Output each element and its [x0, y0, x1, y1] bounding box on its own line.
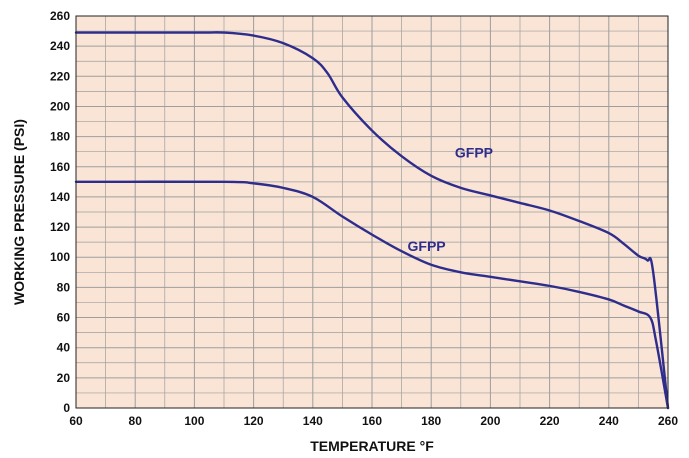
y-tick-label: 140: [50, 190, 70, 204]
y-tick-label: 160: [50, 160, 70, 174]
series-layer: GFPP GFPP: [74, 31, 670, 410]
x-tick-label: 100: [184, 414, 204, 428]
series-line-1: [74, 31, 670, 410]
x-axis-ticks: 60 80 100 120 140 160 180 200 220 240 260: [69, 414, 678, 428]
y-tick-label: 240: [50, 39, 70, 53]
x-axis-title: TEMPERATURE °F: [310, 438, 434, 454]
series-label-1: GFPP: [455, 145, 493, 161]
series-line-2: [74, 180, 670, 410]
x-tick-label: 220: [540, 414, 560, 428]
y-tick-label: 180: [50, 130, 70, 144]
y-axis-ticks: 0 20 40 60 80 100 120 140 160 180 200 220 240 260: [50, 9, 70, 415]
x-tick-label: 160: [362, 414, 382, 428]
x-tick-label: 60: [69, 414, 83, 428]
y-tick-label: 260: [50, 9, 70, 23]
y-tick-label: 220: [50, 69, 70, 83]
x-tick-label: 240: [599, 414, 619, 428]
y-tick-label: 80: [57, 280, 71, 294]
y-tick-label: 200: [50, 99, 70, 113]
series-label-2: GFPP: [408, 238, 446, 254]
x-tick-label: 80: [129, 414, 143, 428]
major-grid: [76, 16, 668, 408]
y-tick-label: 40: [57, 341, 71, 355]
plot-frame: [75, 15, 669, 409]
y-tick-label: 0: [63, 401, 70, 415]
y-tick-label: 20: [57, 371, 71, 385]
y-axis-title: WORKING PRESSURE (PSI): [11, 119, 27, 305]
x-tick-label: 140: [303, 414, 323, 428]
x-tick-label: 180: [421, 414, 441, 428]
x-tick-label: 120: [244, 414, 264, 428]
x-tick-label: 200: [480, 414, 500, 428]
y-tick-label: 60: [57, 311, 71, 325]
y-tick-label: 100: [50, 250, 70, 264]
y-tick-label: 120: [50, 220, 70, 234]
x-tick-label: 260: [658, 414, 678, 428]
